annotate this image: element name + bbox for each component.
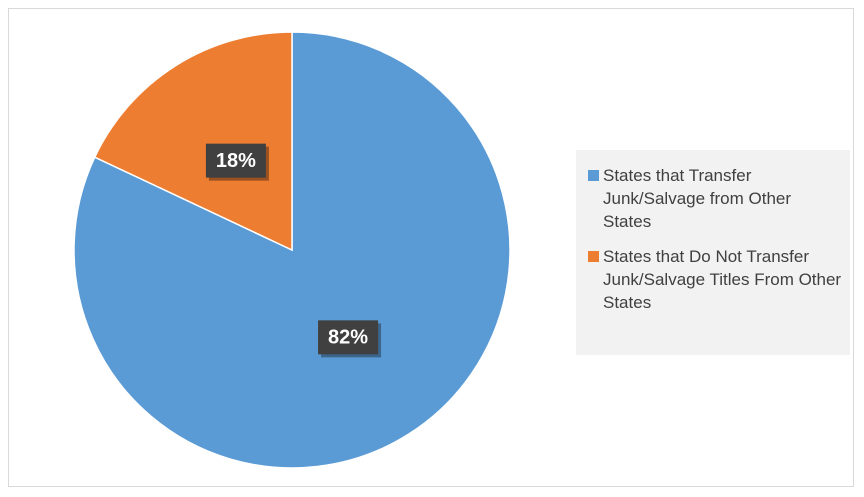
legend-label: States that Do Not Transfer Junk/Salvage… — [603, 247, 842, 312]
data-label-box — [205, 143, 266, 178]
data-label-text: 82% — [328, 327, 368, 349]
legend: States that Transfer Junk/Salvage from O… — [576, 150, 850, 355]
data-label-text: 18% — [216, 150, 256, 172]
legend-label: States that Transfer Junk/Salvage from O… — [603, 166, 792, 231]
data-label-box — [318, 320, 379, 355]
chart-frame — [8, 8, 854, 487]
data-label: 18% — [205, 143, 269, 181]
data-label: 82% — [318, 320, 382, 358]
pie-slice — [93, 31, 293, 252]
legend-swatch — [588, 170, 599, 181]
legend-swatch — [588, 251, 599, 262]
legend-entry: States that Do Not Transfer Junk/Salvage… — [588, 245, 842, 314]
legend-entry: States that Transfer Junk/Salvage from O… — [588, 164, 842, 233]
